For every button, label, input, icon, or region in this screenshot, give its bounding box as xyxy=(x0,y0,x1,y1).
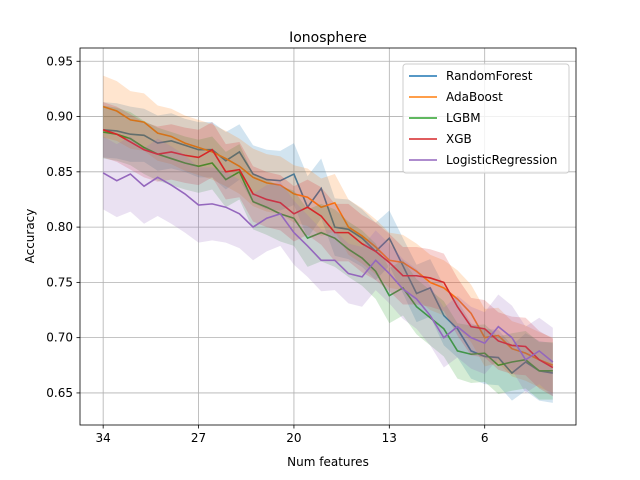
legend-label: XGB xyxy=(446,132,472,146)
legend: RandomForest AdaBoost LGBM XGB LogisticRegre… xyxy=(402,63,570,174)
y-tick-label: 0.90 xyxy=(46,110,73,124)
plot-area xyxy=(80,48,576,425)
error-band xyxy=(103,102,553,397)
x-tick-label: 6 xyxy=(481,431,489,445)
chart-title: Ionosphere xyxy=(289,30,367,46)
x-tick-label: 27 xyxy=(191,431,206,445)
y-tick-label: 0.80 xyxy=(46,220,73,234)
legend-label: AdaBoost xyxy=(446,90,503,104)
y-tick-label: 0.75 xyxy=(46,275,73,289)
x-tick-label: 34 xyxy=(96,431,111,445)
line xyxy=(102,129,554,369)
legend-label: LGBM xyxy=(446,111,481,125)
x-tick-label: 20 xyxy=(286,431,301,445)
x-tick-label: 13 xyxy=(382,431,397,445)
x-axis-label: Num features xyxy=(287,455,369,469)
error-band xyxy=(103,102,553,403)
y-axis-label: Accuracy xyxy=(23,209,37,264)
axes-frame xyxy=(79,47,577,426)
line xyxy=(102,172,554,363)
legend-box xyxy=(402,63,570,174)
line xyxy=(102,105,554,367)
y-tick-label: 0.85 xyxy=(46,165,73,179)
y-tick-label: 0.95 xyxy=(46,54,73,68)
y-tick-label: 0.70 xyxy=(46,331,73,345)
legend-label: LogisticRegression xyxy=(446,153,557,167)
legend-label: RandomForest xyxy=(446,69,533,83)
line xyxy=(103,131,553,372)
y-tick-label: 0.65 xyxy=(46,386,73,400)
